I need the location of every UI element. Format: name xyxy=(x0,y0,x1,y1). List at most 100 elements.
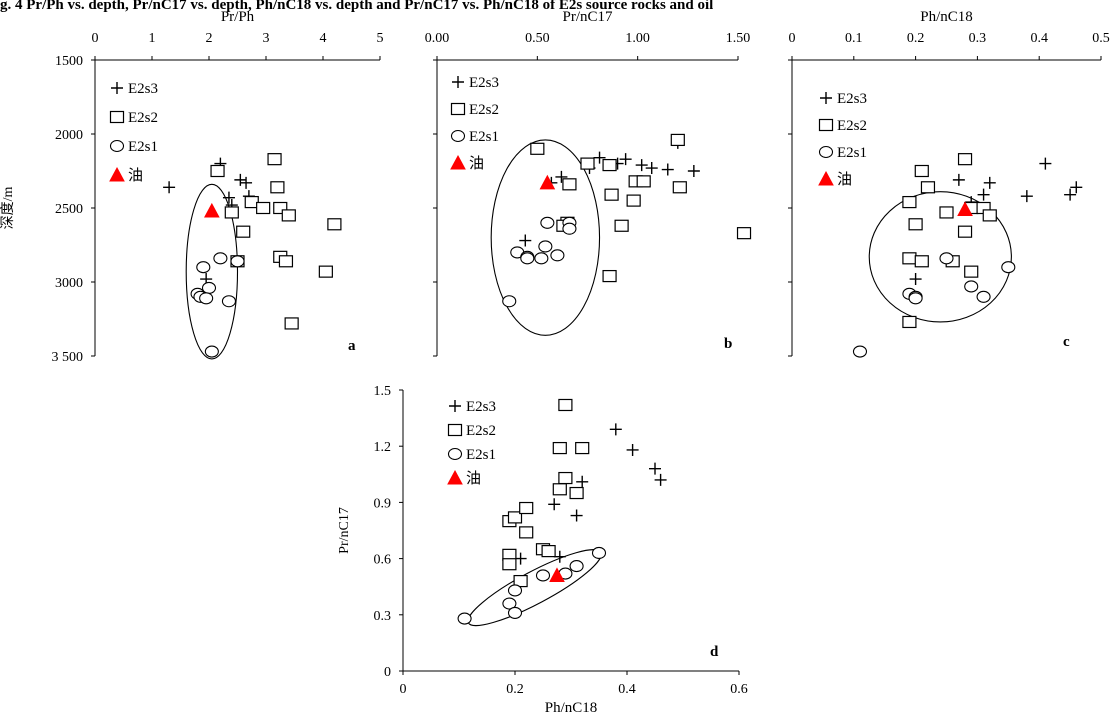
data-point-circle xyxy=(230,255,245,268)
legend-label: E2s1 xyxy=(469,129,499,145)
legend-label: E2s3 xyxy=(466,399,496,415)
data-point-square xyxy=(284,317,299,330)
data-point-square xyxy=(614,219,629,232)
data-point-square xyxy=(513,574,528,588)
data-point-circle xyxy=(201,281,217,294)
series-triangle xyxy=(539,174,556,190)
figure-caption: g. 4 Pr/Ph vs. depth, Pr/nC17 vs. depth,… xyxy=(0,0,714,13)
data-point-circle xyxy=(221,295,236,308)
data-point-plus xyxy=(555,170,568,183)
data-point-square xyxy=(267,153,282,166)
x-axis-title: Ph/nC18 xyxy=(920,9,973,25)
data-point-square xyxy=(569,486,584,500)
chart-panel-c: 0 0.1 0.2 0.3 0.4 0.5 Ph/nC18 E2s3 E2s2 E2s1 油 c xyxy=(788,9,1110,358)
data-point-plus xyxy=(687,165,700,177)
data-point-circle xyxy=(502,295,517,308)
data-point-square xyxy=(957,225,973,238)
y-tick-label: 1.5 xyxy=(374,384,392,399)
legend-label: E2s3 xyxy=(469,75,499,91)
data-point-square xyxy=(902,252,917,265)
data-point-square xyxy=(519,501,534,515)
x-tick-label: 3 xyxy=(263,31,270,46)
data-point-square xyxy=(210,164,225,178)
x-tick-label: 0 xyxy=(789,31,796,46)
x-tick-label: 0 xyxy=(92,31,99,46)
data-point-square xyxy=(519,526,534,539)
data-point-plus xyxy=(1070,181,1083,194)
data-point-circle xyxy=(535,569,551,582)
data-point-plus xyxy=(570,509,583,522)
legend-marker-triangle xyxy=(109,166,125,182)
series-circle xyxy=(502,216,577,308)
y-tick-label: 2000 xyxy=(55,128,83,143)
data-point-circle xyxy=(562,222,577,235)
x-tick-label: 1 xyxy=(149,31,156,46)
legend-marker-square xyxy=(447,423,463,437)
data-point-square xyxy=(670,133,685,147)
data-point-square xyxy=(530,142,545,155)
data-point-plus xyxy=(983,176,996,189)
ellipse-enclosure xyxy=(490,139,601,336)
data-point-square xyxy=(558,471,573,485)
legend-label: E2s2 xyxy=(128,110,158,126)
data-point-square xyxy=(278,255,294,268)
series-circle xyxy=(852,252,1016,358)
legend-marker-circle xyxy=(450,129,466,143)
legend-label: 油 xyxy=(466,470,481,487)
data-point-plus xyxy=(1039,157,1052,170)
data-point-square xyxy=(736,227,752,240)
data-point-plus xyxy=(609,423,622,436)
data-point-circle xyxy=(550,249,565,262)
data-point-plus xyxy=(514,552,527,565)
y-axis-title: 深度/m xyxy=(0,187,16,230)
data-point-square xyxy=(602,158,617,172)
y-tick-label: 0.3 xyxy=(374,609,392,624)
x-tick-label: 0.2 xyxy=(907,31,925,46)
data-point-circle xyxy=(520,252,535,265)
ellipse-enclosure xyxy=(868,191,1012,323)
legend-label: 油 xyxy=(128,167,143,184)
x-tick-label: 1.00 xyxy=(625,31,650,46)
data-point-plus xyxy=(645,162,658,175)
legend-label: E2s1 xyxy=(837,145,867,161)
data-point-square xyxy=(626,194,641,207)
data-point-square xyxy=(672,181,687,194)
chart-panel-a: 0 1 2 3 4 5 1500 2000 2500 3000 3 500 Pr/Ph 深度/m E2s3… xyxy=(0,9,384,365)
legend-marker-square xyxy=(109,110,125,124)
data-point-circle xyxy=(538,240,553,253)
data-point-circle xyxy=(534,252,549,265)
legend-marker-plus xyxy=(449,400,461,412)
data-point-square xyxy=(562,178,577,191)
data-point-plus xyxy=(553,550,566,563)
series-plus xyxy=(514,423,667,565)
data-point-circle xyxy=(213,252,228,265)
legend-marker-triangle xyxy=(818,170,834,186)
data-point-plus xyxy=(1020,190,1033,203)
legend-label: E2s2 xyxy=(466,423,496,439)
data-point-circle xyxy=(939,252,954,265)
series-triangle xyxy=(204,202,220,218)
legend-label: E2s1 xyxy=(128,139,158,155)
data-point-circle xyxy=(507,584,523,597)
data-point-plus xyxy=(649,462,661,475)
panel-label: b xyxy=(724,336,732,352)
y-tick-label: 3 500 xyxy=(52,350,84,365)
data-point-plus xyxy=(576,475,589,488)
data-point-plus xyxy=(952,173,965,186)
legend-marker-triangle xyxy=(450,154,466,170)
x-tick-label: 5 xyxy=(377,31,384,46)
y-tick-label: 0.6 xyxy=(374,553,392,568)
data-point-square xyxy=(558,398,573,412)
series-triangle xyxy=(957,201,973,216)
data-point-triangle xyxy=(549,567,565,582)
data-point-square xyxy=(982,209,997,222)
y-tick-label: 0.9 xyxy=(374,496,392,511)
data-point-plus xyxy=(222,191,235,204)
legend-label: 油 xyxy=(837,171,852,188)
series-square xyxy=(902,153,997,329)
data-point-circle xyxy=(204,345,219,358)
series-triangle xyxy=(549,567,565,582)
ellipse-enclosure xyxy=(467,549,602,627)
x-tick-label: 0.4 xyxy=(618,682,636,697)
